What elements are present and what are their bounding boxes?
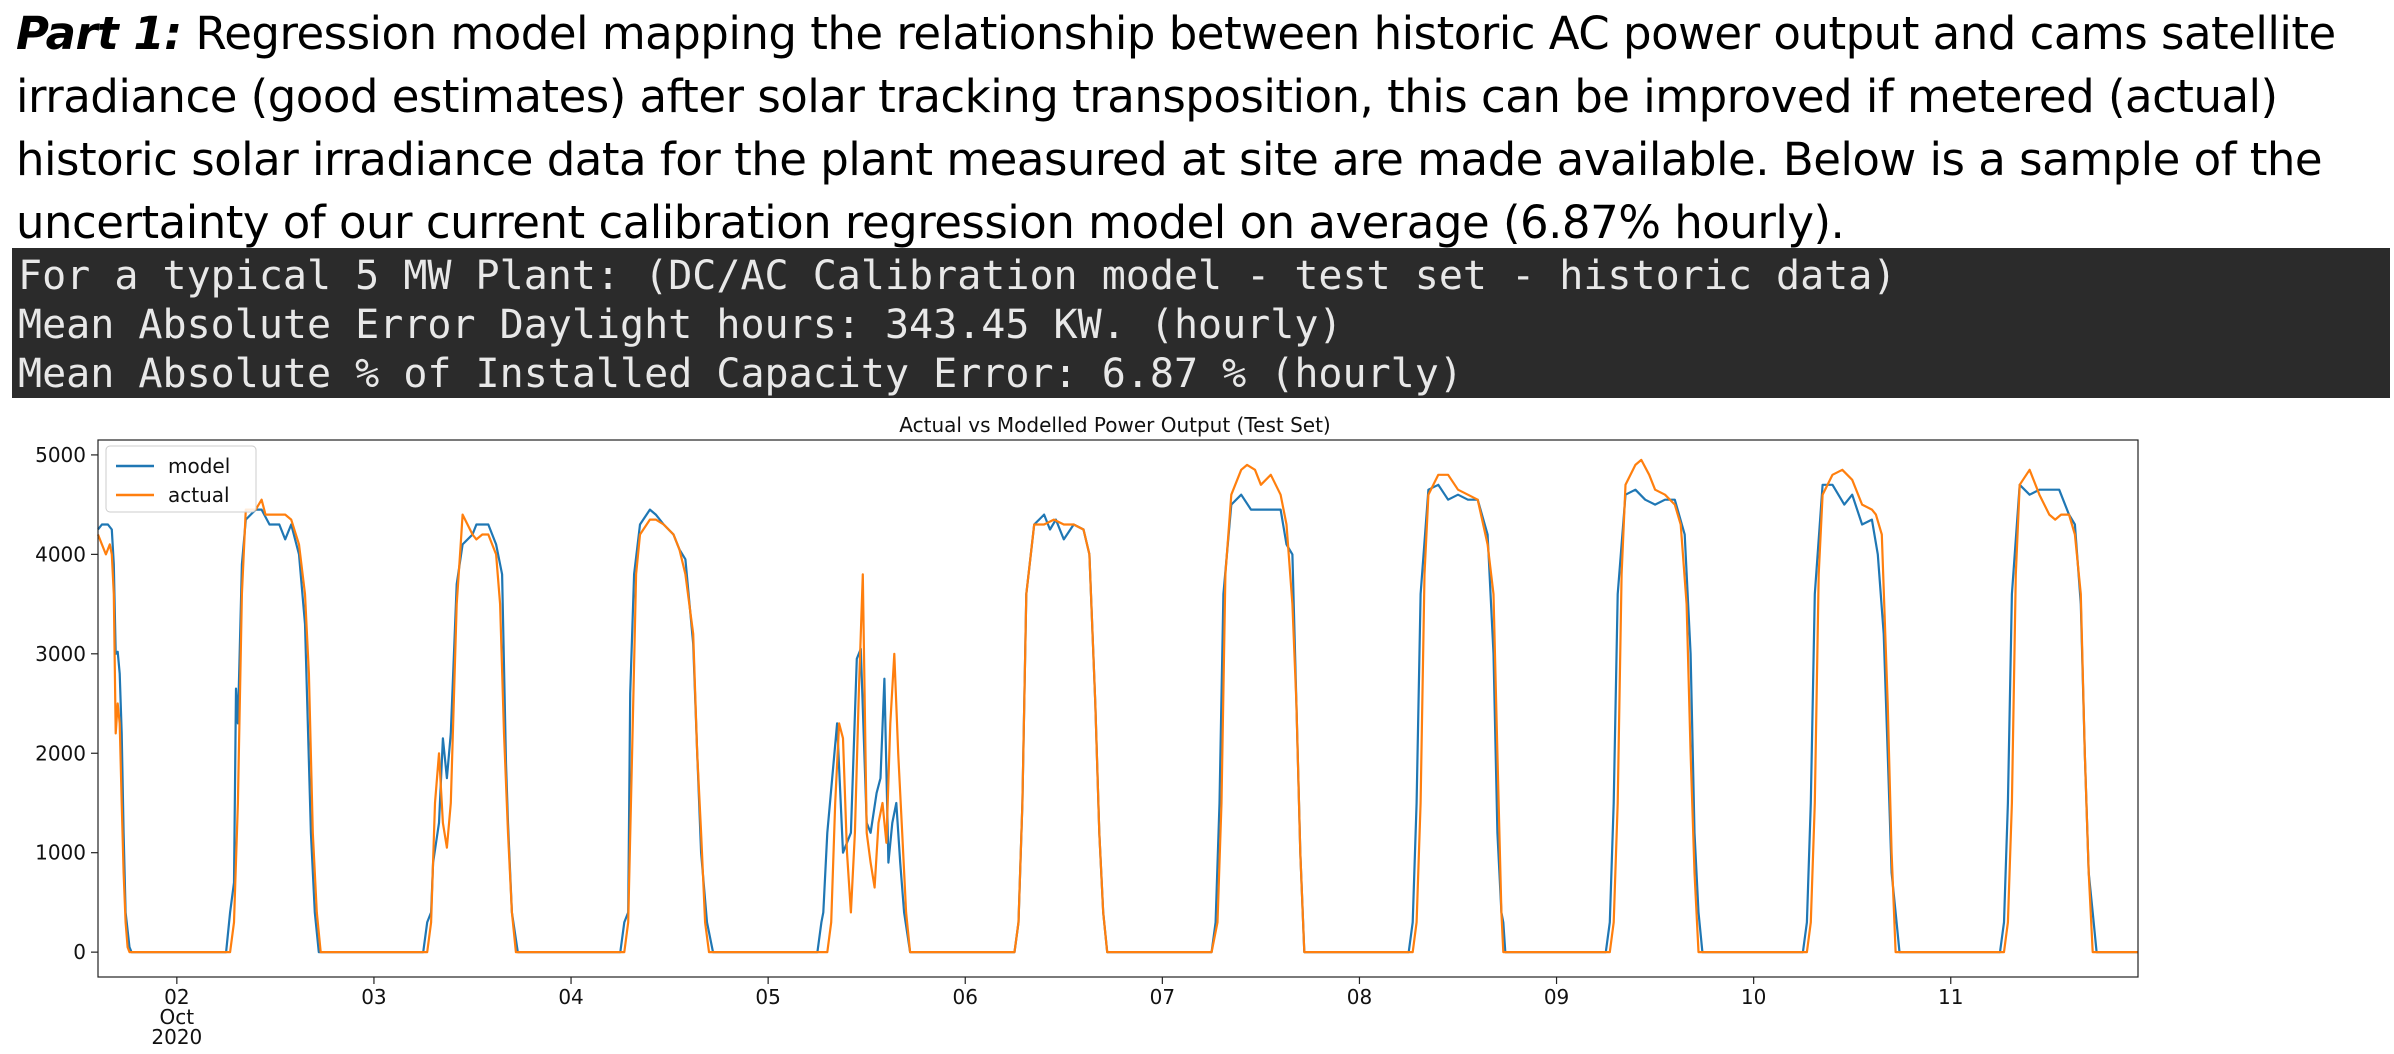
- x-tick-label: 09: [1544, 985, 1569, 1009]
- y-tick-label: 0: [73, 940, 86, 964]
- console-line-3: Mean Absolute % of Installed Capacity Er…: [18, 351, 1463, 397]
- x-tick-label: 06: [953, 985, 978, 1009]
- x-tick-label: 03: [361, 985, 386, 1009]
- legend-label-model: model: [168, 454, 230, 478]
- x-tick-label: 08: [1347, 985, 1372, 1009]
- x-tick-label: 10: [1741, 985, 1766, 1009]
- x-tick-sublabel: Oct: [160, 1005, 195, 1029]
- x-tick-label: 07: [1150, 985, 1175, 1009]
- chart-title: Actual vs Modelled Power Output (Test Se…: [899, 413, 1330, 437]
- console-line-1: For a typical 5 MW Plant: (DC/AC Calibra…: [18, 253, 1897, 299]
- plot-area: [96, 458, 2138, 954]
- y-tick-label: 3000: [35, 642, 86, 666]
- legend-label-actual: actual: [168, 483, 230, 507]
- intro-paragraph: Part 1: Regression model mapping the rel…: [16, 2, 2386, 254]
- intro-text: Regression model mapping the relationshi…: [16, 7, 2336, 249]
- plot-frame: [97, 439, 2139, 978]
- console-line-2: Mean Absolute Error Daylight hours: 343.…: [18, 302, 1343, 348]
- y-tick-label: 4000: [35, 542, 86, 566]
- y-tick-label: 5000: [35, 443, 86, 467]
- intro-lead: Part 1:: [16, 7, 182, 60]
- x-tick-label: 04: [558, 985, 583, 1009]
- x-tick-sublabel: 2020: [151, 1025, 202, 1049]
- y-tick-label: 1000: [35, 841, 86, 865]
- x-tick-label: 11: [1938, 985, 1963, 1009]
- series-line-model: [97, 483, 2138, 954]
- x-tick-label: 05: [755, 985, 780, 1009]
- legend: model actual: [105, 445, 257, 513]
- series-line-actual: [96, 458, 2138, 954]
- console-output: For a typical 5 MW Plant: (DC/AC Calibra…: [12, 248, 2390, 398]
- y-tick-label: 2000: [35, 741, 86, 765]
- x-tick-label: 02: [164, 985, 189, 1009]
